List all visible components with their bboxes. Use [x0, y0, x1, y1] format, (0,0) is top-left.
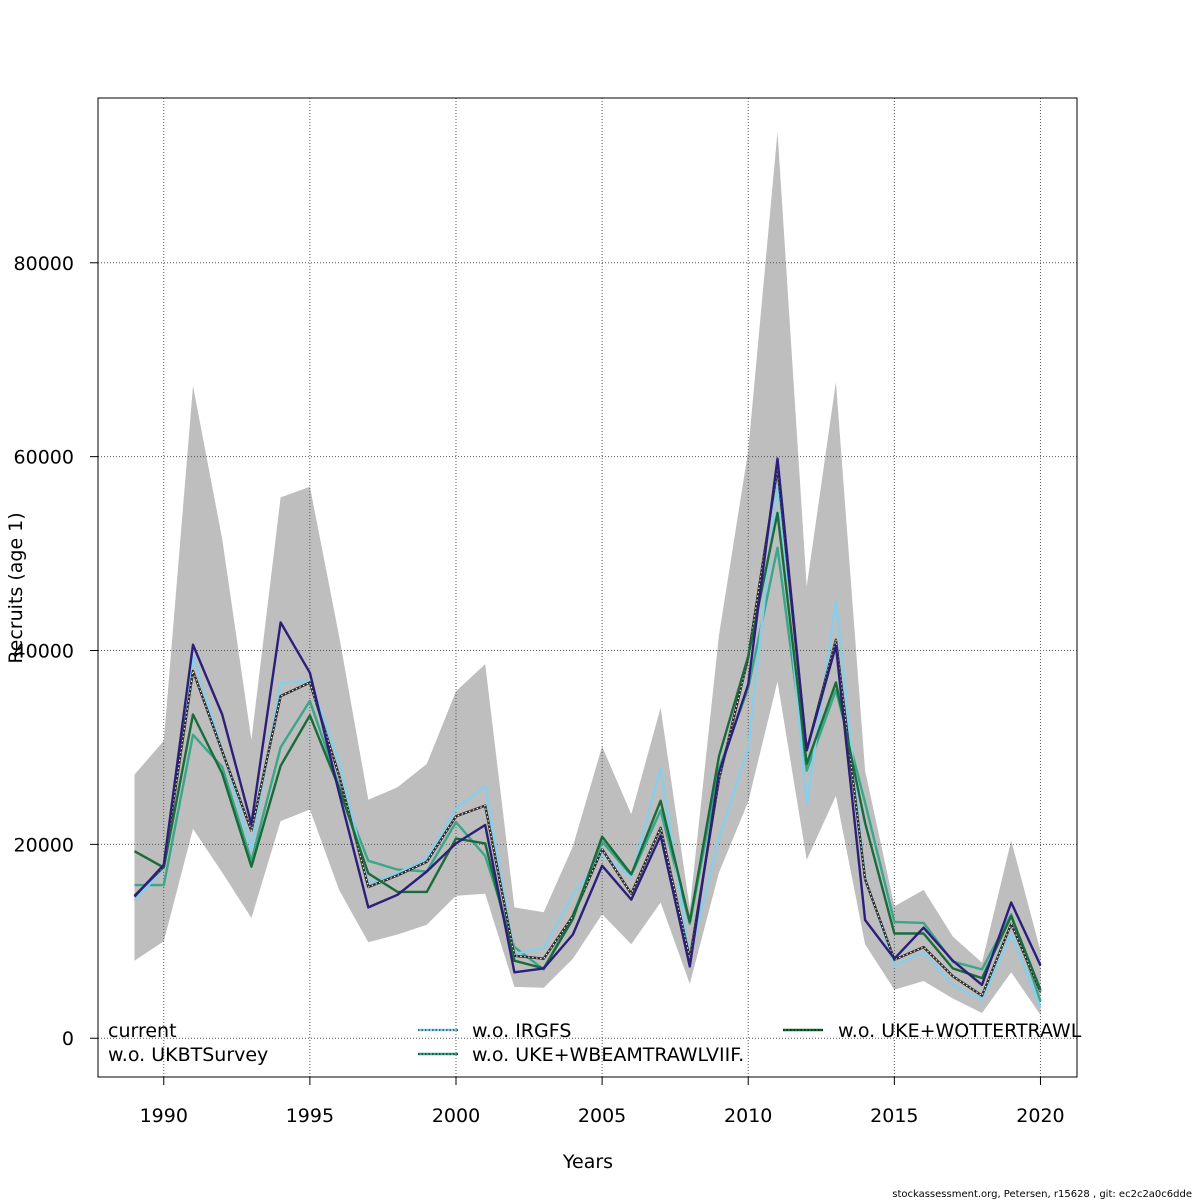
y-tick-label: 20000 [14, 834, 74, 856]
y-tick-label: 80000 [14, 253, 74, 275]
y-tick-label: 60000 [14, 447, 74, 469]
legend-entry-w-o-uke-wbeamtrawlviif: w.o. UKE+WBEAMTRAWLVIIF. [472, 1044, 744, 1066]
confidence-band-layer [134, 131, 1041, 1015]
x-tick-label: 1995 [286, 1105, 334, 1127]
x-tick-label: 2005 [578, 1105, 626, 1127]
series-line-current-dots [134, 468, 1041, 997]
legend-entry-current: current [108, 1020, 177, 1042]
legend-entry-w-o-irgfs: w.o. IRGFS [472, 1020, 571, 1042]
x-tick-label: 1990 [140, 1105, 188, 1127]
confidence-band [134, 131, 1041, 1015]
x-tick-label: 2010 [724, 1105, 772, 1127]
grid-layer [98, 98, 1077, 1077]
y-tick-label: 40000 [14, 641, 74, 663]
legend-entry-w-o-ukbtsurvey: w.o. UKBTSurvey [108, 1044, 268, 1066]
x-tick-label: 2015 [870, 1105, 918, 1127]
series-line-w-o-ukbtsurvey [133, 457, 1042, 987]
x-tick-label: 2020 [1016, 1105, 1064, 1127]
series-layer [133, 457, 1042, 1009]
axis-layer: 1990 1995 2000 2005 2010 2015 2020 0 20000 40000 6… [14, 253, 1065, 1127]
plot-frame [97, 97, 1078, 1078]
y-axis-title: Recruits (age 1) [5, 512, 27, 663]
x-tick-label: 2000 [432, 1105, 480, 1127]
x-axis-title: Years [562, 1151, 613, 1173]
legend-entry-w-o-uke-wottertrawl: w.o. UKE+WOTTERTRAWL [838, 1020, 1082, 1042]
footer-credit: stockassessment.org, Petersen, r15628 , … [892, 1189, 1192, 1200]
y-tick-label: 0 [62, 1028, 74, 1050]
series-line-w-o-uke-wottertrawl [133, 511, 1042, 991]
